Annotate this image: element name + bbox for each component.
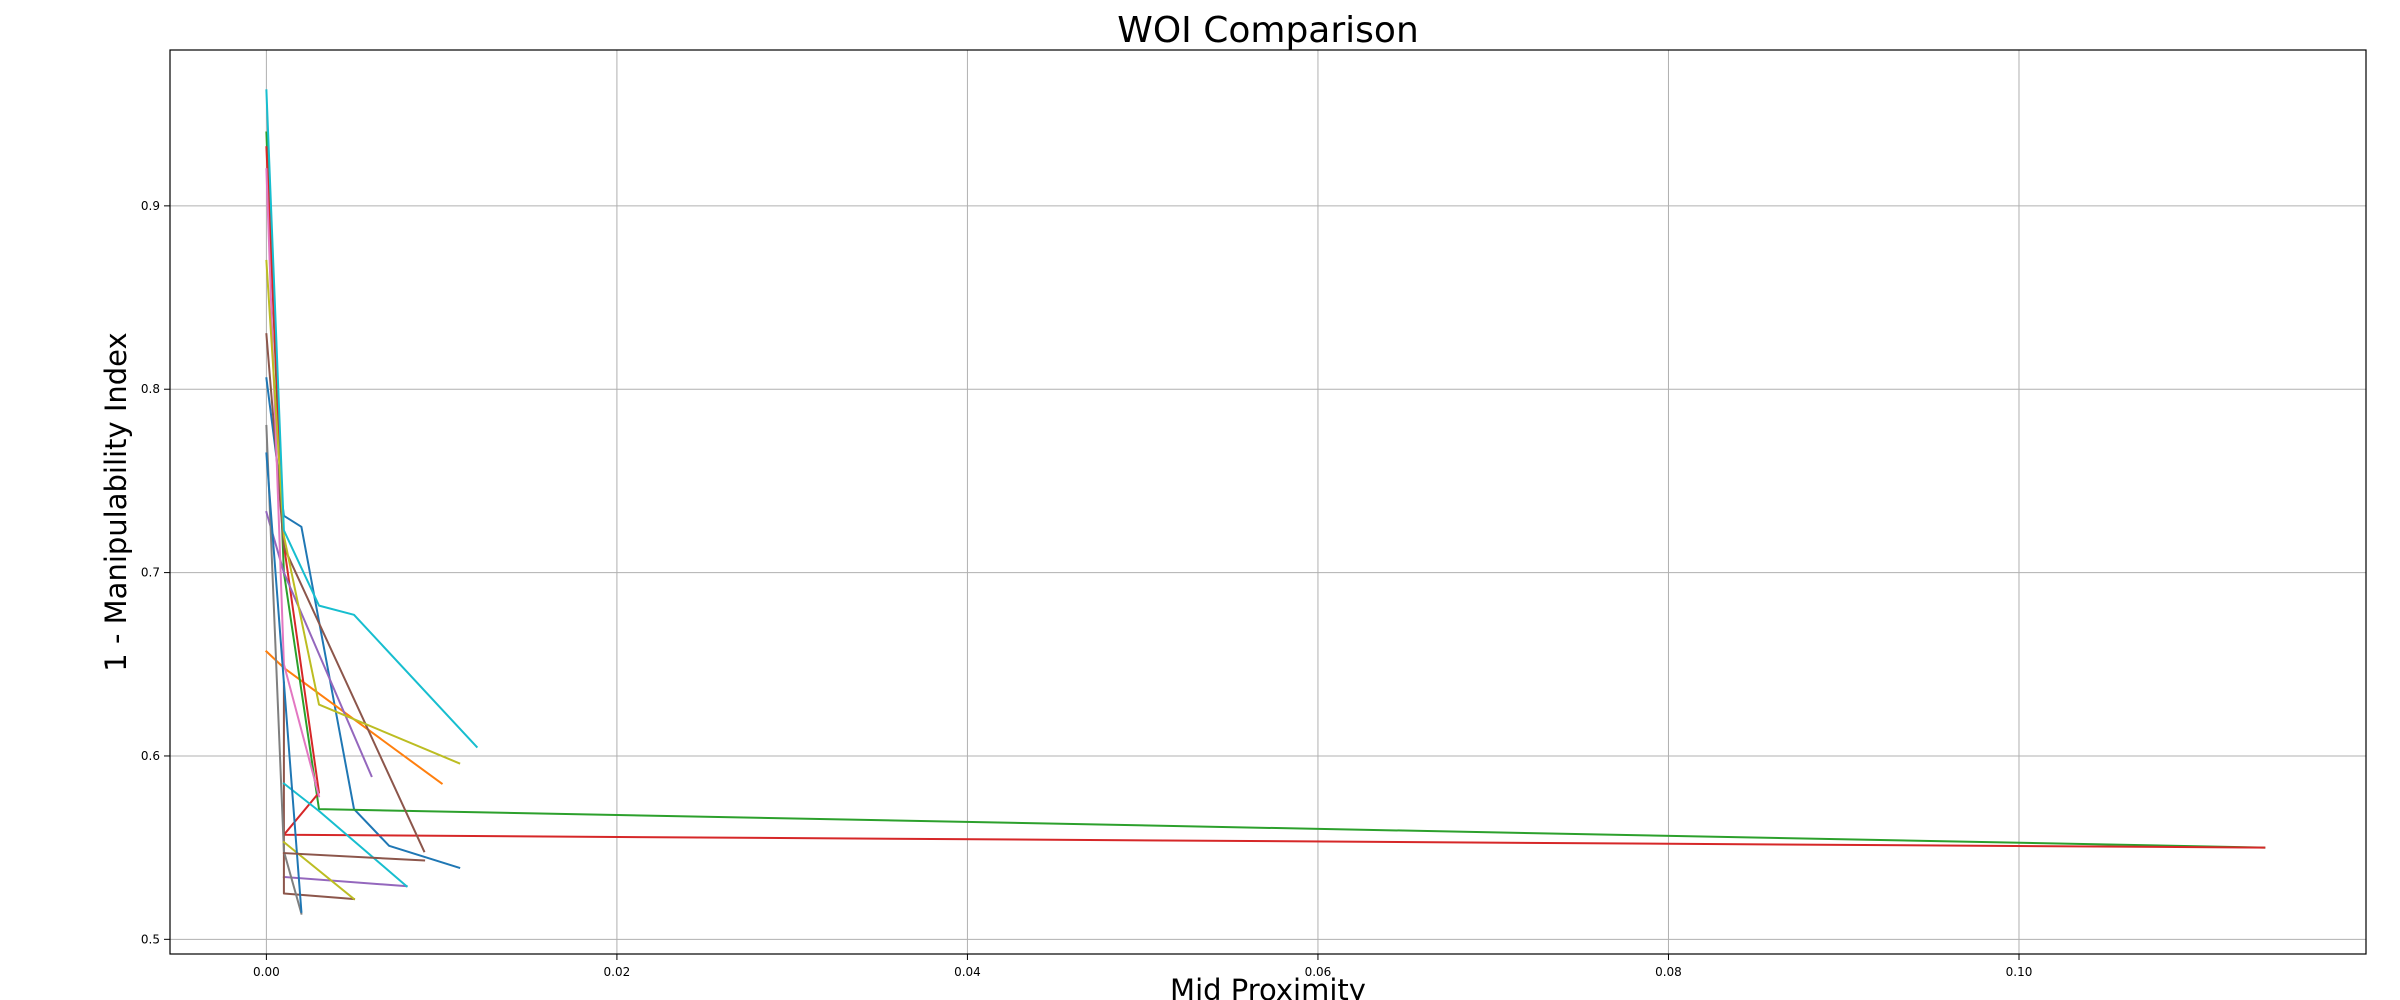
series-line bbox=[265, 259, 461, 765]
y-tick-label: 0.5 bbox=[141, 932, 160, 946]
gridlines bbox=[170, 50, 2366, 954]
series-line bbox=[265, 333, 426, 853]
y-tick-label: 0.9 bbox=[141, 199, 160, 213]
y-axis-ticks: 0.5 0.6 0.7 0.8 0.9 bbox=[141, 199, 170, 946]
x-axis-ticks: 0.00 0.02 0.04 0.06 0.08 0.10 bbox=[253, 954, 2032, 979]
series-line bbox=[282, 852, 426, 862]
x-tick-label: 0.04 bbox=[954, 965, 981, 979]
series-lines bbox=[264, 89, 2266, 915]
chart-title: WOI Comparison bbox=[1117, 10, 1419, 51]
y-tick-label: 0.8 bbox=[141, 382, 160, 396]
plot-area-frame bbox=[169, 49, 2367, 955]
series-line bbox=[282, 782, 409, 888]
series-line bbox=[282, 681, 356, 901]
y-tick-label: 0.6 bbox=[141, 749, 160, 763]
x-tick-label: 0.00 bbox=[253, 965, 280, 979]
x-tick-label: 0.10 bbox=[2006, 965, 2033, 979]
x-tick-label: 0.02 bbox=[604, 965, 631, 979]
y-tick-label: 0.7 bbox=[141, 566, 160, 580]
x-axis-title: Mid Proximity bbox=[1170, 973, 1366, 1000]
series-line bbox=[265, 168, 321, 798]
x-tick-label: 0.06 bbox=[1305, 965, 1332, 979]
series-line bbox=[282, 875, 408, 888]
y-axis-title: 1 - Manipulability Index bbox=[99, 332, 133, 671]
series-line bbox=[265, 89, 479, 749]
x-tick-label: 0.08 bbox=[1655, 965, 1682, 979]
series-line bbox=[265, 452, 303, 913]
series-line bbox=[282, 840, 356, 901]
series-line bbox=[265, 424, 303, 915]
